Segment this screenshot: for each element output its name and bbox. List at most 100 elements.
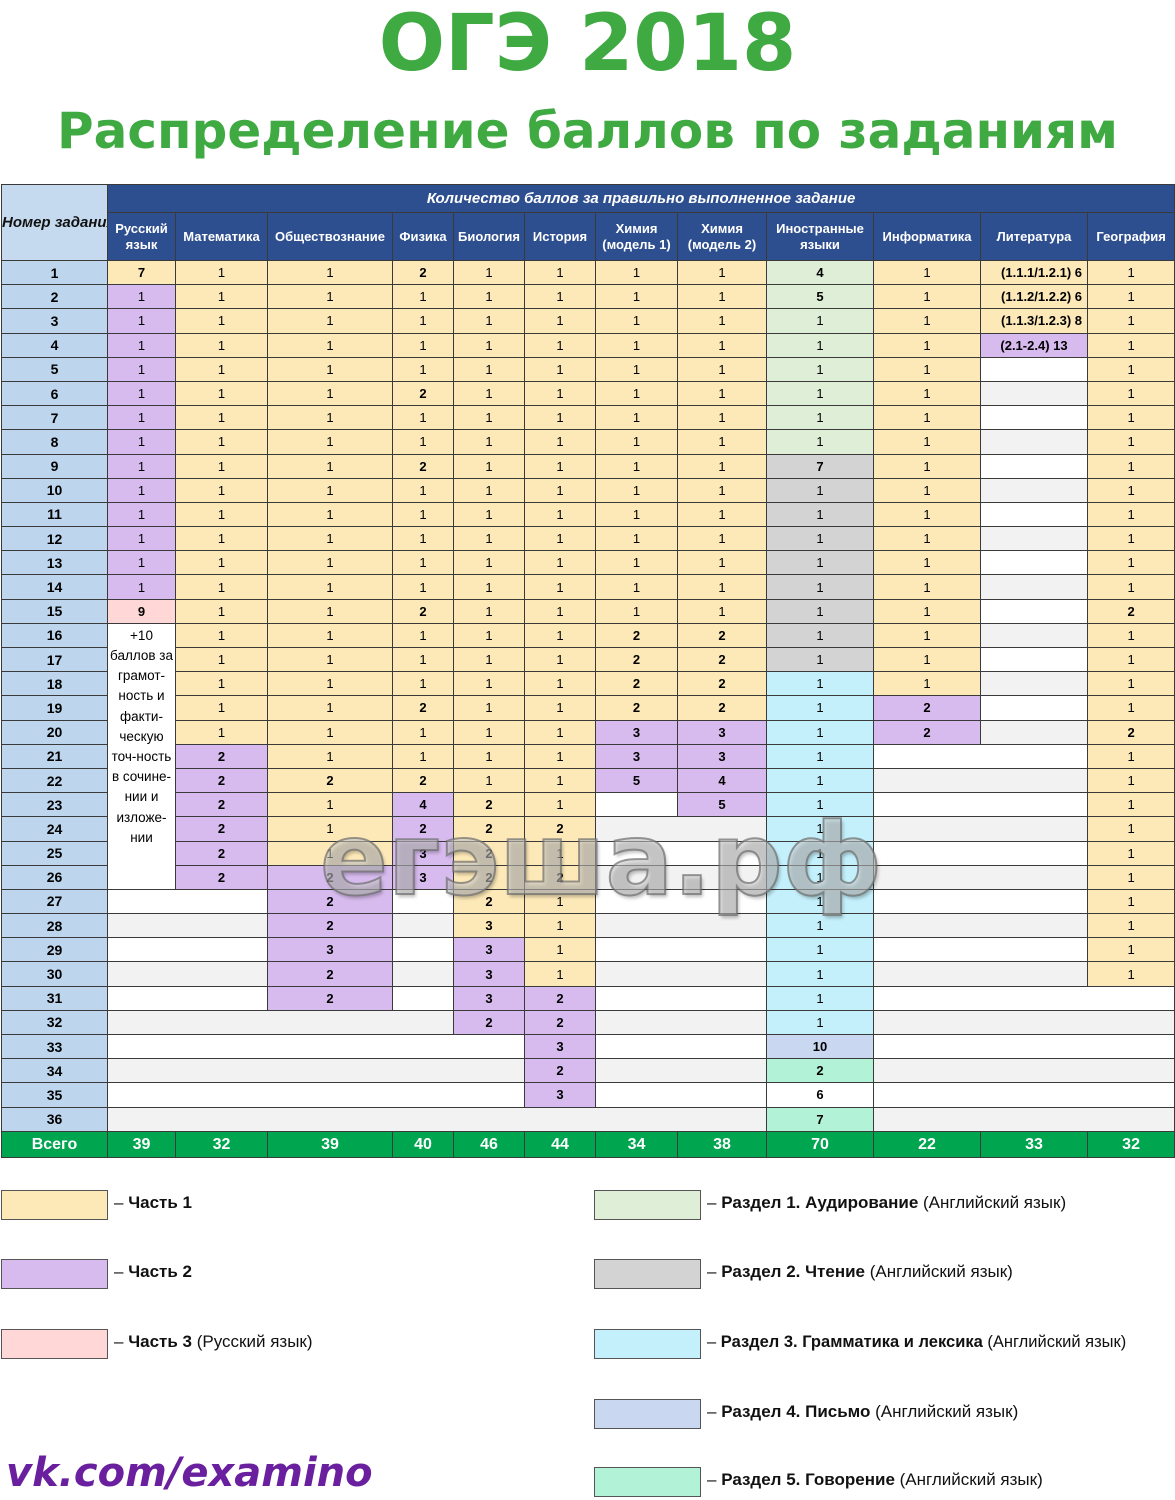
- score-cell: [595, 961, 767, 987]
- score-cell: 1: [524, 477, 596, 503]
- score-cell: (1.1.3/1.2.3) 8: [980, 308, 1088, 334]
- subject-header: Русский язык: [107, 212, 176, 261]
- subject-header: Информатика: [873, 212, 981, 261]
- score-cell: 1: [595, 550, 678, 576]
- score-cell: 2: [453, 792, 525, 818]
- score-cell: 1: [595, 332, 678, 358]
- score-cell: 1: [175, 453, 268, 479]
- score-cell: 1: [107, 526, 176, 552]
- score-cell: 1: [392, 526, 454, 552]
- score-cell: 1: [267, 259, 393, 286]
- score-cell: 1: [175, 671, 268, 697]
- table-row: 13 1 1 1 1 1 1 1 1 1 1 1: [1, 550, 1175, 576]
- totals-row: Всего 39 32 39 40 46 44 34 38 70 22 33 32: [1, 1131, 1175, 1158]
- score-cell: [980, 356, 1088, 382]
- score-cell: 1: [175, 308, 268, 334]
- score-cell: 2: [392, 453, 454, 479]
- score-cell: 1: [453, 695, 525, 721]
- score-cell: [392, 913, 454, 939]
- score-cell: [392, 985, 454, 1011]
- task-number: 10: [1, 477, 108, 503]
- score-cell: 1: [677, 429, 767, 455]
- score-cell: 1: [392, 719, 454, 745]
- score-cell: 2: [677, 695, 767, 721]
- task-number: 35: [1, 1082, 108, 1108]
- score-cell: 2: [524, 816, 596, 842]
- score-cell: 1: [873, 453, 981, 479]
- score-cell: 1: [595, 429, 678, 455]
- score-cell: 1: [766, 767, 874, 794]
- task-number: 6: [1, 380, 108, 407]
- score-cell: 2: [453, 888, 525, 915]
- score-table: Номер задания Количество баллов за прави…: [1, 184, 1175, 1158]
- task-number: 12: [1, 526, 108, 552]
- score-cell: 1: [766, 792, 874, 818]
- task-number: 27: [1, 888, 108, 915]
- table-row: 15 9 1 1 2 1 1 1 1 1 1 2: [1, 598, 1175, 624]
- score-cell: 1: [392, 501, 454, 528]
- score-cell: 1: [1086, 792, 1175, 818]
- score-cell: 1: [873, 284, 981, 310]
- score-cell: 2: [453, 864, 525, 890]
- score-cell: (2.1-2.4) 13: [980, 332, 1088, 358]
- score-cell: 3: [267, 937, 393, 963]
- score-cell: 1: [1086, 453, 1175, 479]
- score-cell: 1: [107, 550, 176, 576]
- score-cell: [980, 453, 1088, 479]
- score-cell: [107, 1082, 525, 1108]
- score-cell: [980, 477, 1088, 503]
- table-row: 14 1 1 1 1 1 1 1 1 1 1 1: [1, 574, 1175, 600]
- score-cell: 1: [392, 405, 454, 431]
- score-cell: 2: [392, 695, 454, 721]
- score-cell: 1: [1086, 308, 1175, 334]
- score-cell: 5: [677, 792, 767, 818]
- score-cell: 1: [524, 671, 596, 697]
- score-rows: 1 7 1 1 2 1 1 1 1 4 1 (1.1.1/1.2.1) 6 1 2 1 1 1 1 1 1 1 1 5 1 (1…: [1, 259, 1175, 1133]
- score-cell: 4: [677, 767, 767, 794]
- score-cell: 2: [392, 767, 454, 794]
- score-cell: [107, 1033, 525, 1060]
- score-cell: [595, 792, 678, 818]
- score-cell: 1: [766, 961, 874, 987]
- score-cell: 2: [175, 792, 268, 818]
- score-cell: [595, 1058, 767, 1084]
- score-cell: 1: [766, 864, 874, 890]
- score-cell: (1.1.2/1.2.2) 6: [980, 284, 1088, 310]
- score-cell: 2: [267, 864, 393, 890]
- score-cell: 1: [175, 574, 268, 600]
- score-cell: [872, 1082, 1175, 1108]
- score-cell: 1: [175, 356, 268, 382]
- number-header: Номер задания: [1, 184, 108, 261]
- score-cell: [980, 380, 1088, 407]
- legend-swatch-section5: [594, 1467, 701, 1497]
- score-cell: 1: [267, 646, 393, 673]
- score-cell: 1: [453, 356, 525, 382]
- score-cell: [980, 646, 1088, 673]
- score-cell: [872, 1033, 1175, 1060]
- subject-header: Биология: [453, 212, 525, 261]
- score-cell: 1: [107, 429, 176, 455]
- score-cell: 3: [524, 1082, 596, 1108]
- score-cell: 1: [267, 308, 393, 334]
- score-cell: 1: [107, 453, 176, 479]
- table-row: 11 1 1 1 1 1 1 1 1 1 1 1: [1, 501, 1175, 528]
- score-cell: 1: [873, 308, 981, 334]
- score-cell: 1: [453, 671, 525, 697]
- score-cell: 1: [175, 501, 268, 528]
- vk-link[interactable]: vk.com/examino: [6, 1450, 373, 1496]
- subject-header: Литература: [980, 212, 1088, 261]
- score-cell: 2: [677, 646, 767, 673]
- score-cell: 1: [766, 332, 874, 358]
- score-cell: 1: [595, 356, 678, 382]
- score-cell: 7: [766, 453, 874, 479]
- score-cell: 1: [1086, 259, 1175, 286]
- score-cell: 1: [107, 405, 176, 431]
- score-cell: 1: [766, 526, 874, 552]
- score-cell: 1: [392, 429, 454, 455]
- score-cell: 1: [107, 501, 176, 528]
- score-cell: 1: [1086, 840, 1175, 866]
- legend-swatch-part2: [1, 1259, 108, 1289]
- score-cell: 1: [453, 332, 525, 358]
